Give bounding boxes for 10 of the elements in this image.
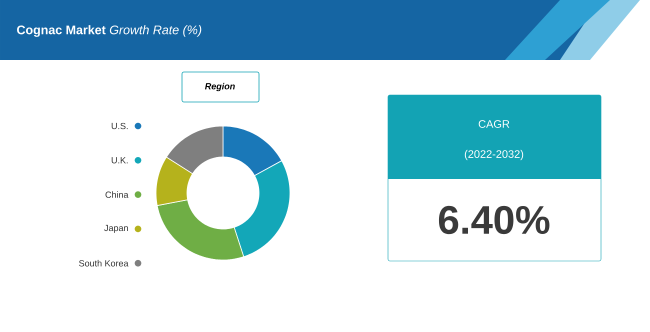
text: (2022-2032): [464, 150, 524, 160]
chart-title: Cognac Market Growth Rate (%): [17, 25, 202, 37]
legend-label: South Korea: [79, 260, 128, 266]
legend-label: China: [106, 191, 128, 198]
legend-label: Japan: [104, 224, 128, 233]
text: 6.40%: [438, 206, 550, 234]
legend-label: U.K.: [112, 157, 128, 164]
text: CAGR: [478, 120, 510, 128]
legend-title: Region: [204, 82, 235, 92]
legend-label: U.S.: [112, 122, 128, 130]
